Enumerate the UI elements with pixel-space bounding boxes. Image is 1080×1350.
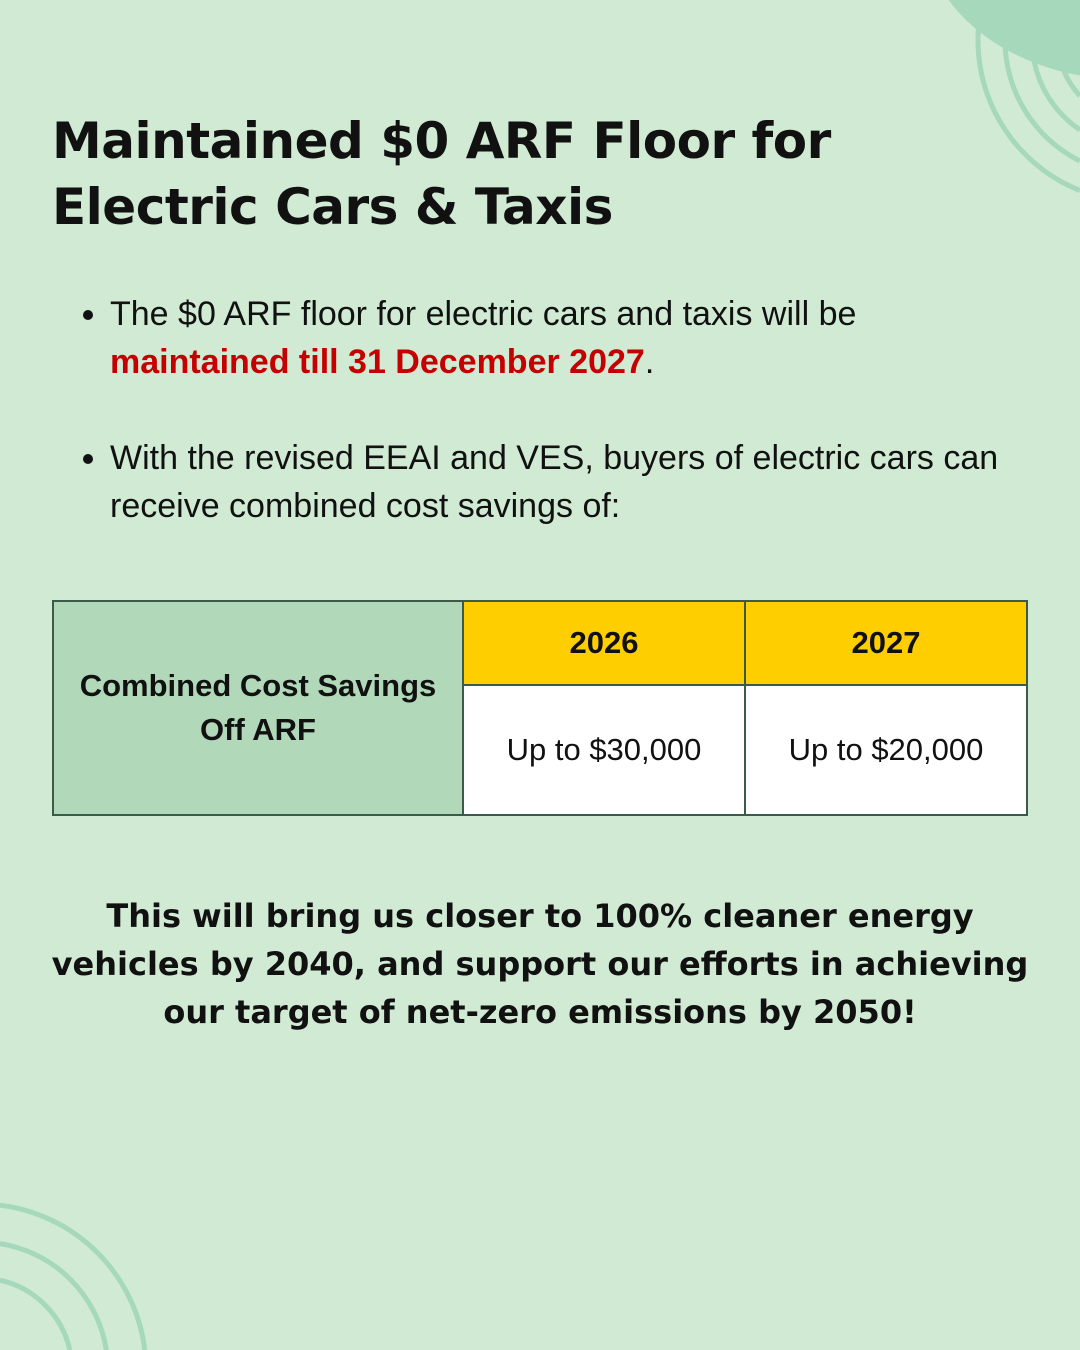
column-header: 2027 — [744, 600, 1028, 686]
decorative-arc — [0, 1202, 148, 1350]
decorative-blob — [948, 0, 1080, 76]
decorative-arc — [0, 1277, 73, 1350]
page-title: Maintained $0 ARF Floor for Electric Car… — [52, 112, 831, 236]
table-cell: Up to $20,000 — [744, 684, 1028, 816]
row-label: Combined Cost Savings Off ARF — [52, 600, 464, 816]
closing-statement: This will bring us closer to 100% cleane… — [51, 897, 1029, 1031]
decorative-arc — [975, 0, 1080, 193]
table-cell: Up to $30,000 — [462, 684, 746, 816]
highlight-text: maintained till 31 December 2027 — [110, 343, 645, 381]
column-header: 2026 — [462, 600, 746, 686]
decorative-arc — [0, 1241, 109, 1350]
bullet-item: The $0 ARF floor for electric cars and t… — [110, 290, 1010, 386]
bullet-list: The $0 ARF floor for electric cars and t… — [80, 290, 1010, 578]
bullet-item: With the revised EEAI and VES, buyers of… — [110, 434, 1010, 530]
savings-table: Combined Cost Savings Off ARF 2026 2027 … — [52, 600, 1028, 816]
